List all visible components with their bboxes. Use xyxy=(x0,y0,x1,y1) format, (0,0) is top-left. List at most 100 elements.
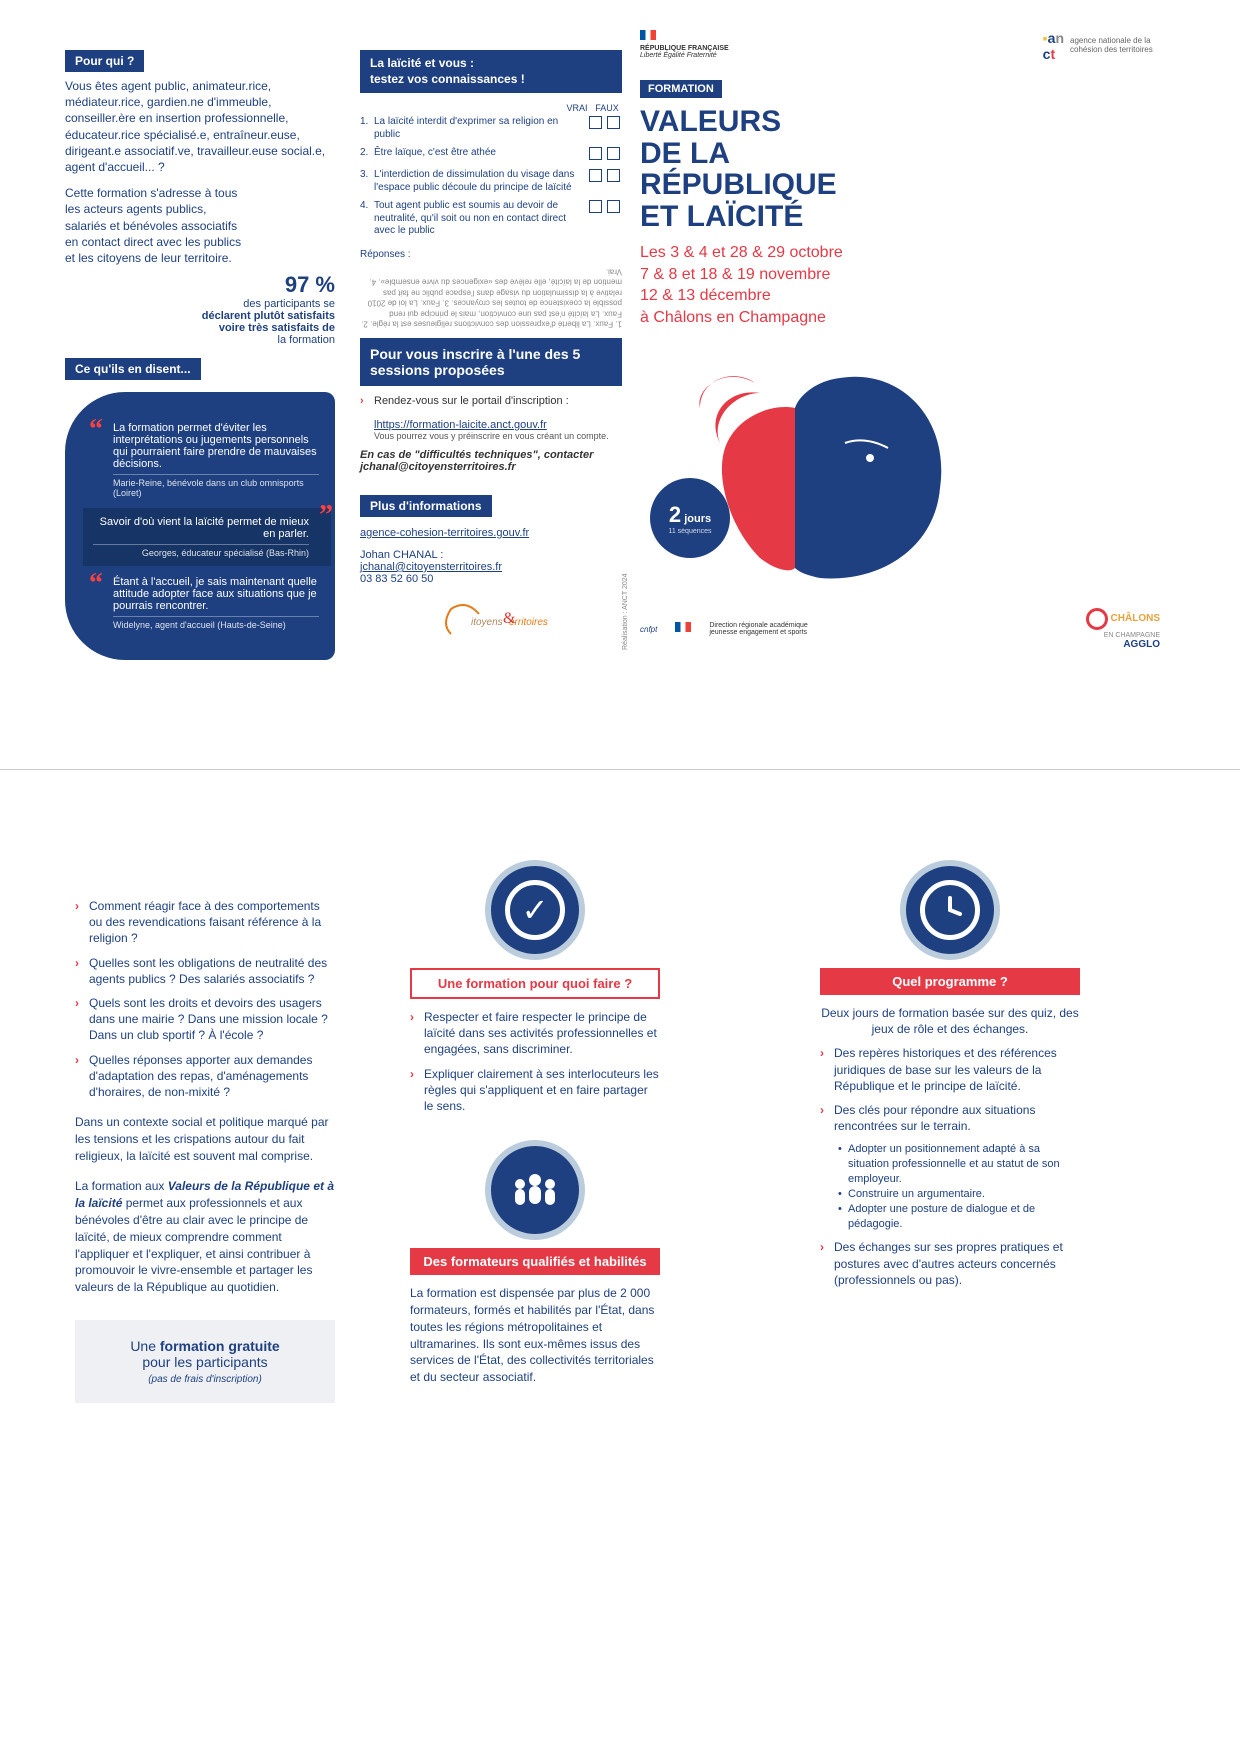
quote-2: Savoir d'où vient la laïcité permet de m… xyxy=(83,508,331,566)
checkbox-vrai[interactable] xyxy=(589,200,602,213)
formation-dates: Les 3 & 4 et 28 & 29 octobre 7 & 8 et 18… xyxy=(640,242,1160,328)
svg-text:itoyens: itoyens xyxy=(471,617,503,628)
clock-icon xyxy=(920,880,980,940)
checkbox-faux[interactable] xyxy=(607,116,620,129)
quiz-num: 4. xyxy=(360,200,374,238)
side-credit: Réalisation : ANCT 2024 xyxy=(622,573,629,650)
clock-circle-icon xyxy=(900,860,1000,960)
context-p1: Dans un contexte social et politique mar… xyxy=(75,1114,335,1164)
pour-qui-p1: Vous êtes agent public, animateur.rice, … xyxy=(65,78,335,175)
quiz-row: 2.Être laïque, c'est être athée xyxy=(360,144,622,166)
quote-icon: “ xyxy=(89,568,103,600)
context-p2: La formation aux Valeurs de la Républiqu… xyxy=(75,1178,335,1296)
quiz-header: VRAI FAUX xyxy=(360,103,622,113)
quiz-num: 2. xyxy=(360,147,374,163)
svg-text:&: & xyxy=(503,610,516,627)
bottom-right-column: Quel programme ? Deux jours de formation… xyxy=(820,860,1080,1296)
logo-drajes: Direction régionale académique jeunesse … xyxy=(709,622,829,636)
enroll-line1: Rendez-vous sur le portail d'inscription… xyxy=(360,394,622,409)
quote-1: “ La formation permet d'éviter les inter… xyxy=(95,422,319,498)
rooster-graphic: 2 jours 11 séquences xyxy=(640,348,1160,598)
quiz-text: L'interdiction de dissimulation du visag… xyxy=(374,169,586,194)
logo-prefet-icon xyxy=(675,622,691,637)
formateurs-text: La formation est dispensée par plus de 2… xyxy=(410,1285,660,1386)
bottom-left-column: Comment réagir face à des comportements … xyxy=(75,890,335,1403)
plus-info-url[interactable]: agence-cohesion-territoires.gouv.fr xyxy=(360,527,529,539)
quiz-num: 3. xyxy=(360,169,374,194)
quiz-row: 1.La laïcité interdit d'exprimer sa reli… xyxy=(360,113,622,144)
group-icon xyxy=(505,1160,565,1220)
pour-qui-p2: Cette formation s'adresse à tous les act… xyxy=(65,185,245,266)
quiz-list: 1.La laïcité interdit d'exprimer sa reli… xyxy=(360,113,622,241)
free-training-box: Une formation gratuite pour les particip… xyxy=(75,1320,335,1403)
pour-qui-tag: Pour qui ? xyxy=(65,50,144,72)
question-bullet: Quelles réponses apporter aux demandes d… xyxy=(75,1052,335,1101)
section-programme: Quel programme ? xyxy=(820,968,1080,995)
quiz-row: 4.Tout agent public est soumis au devoir… xyxy=(360,197,622,241)
checkbox-faux[interactable] xyxy=(607,169,620,182)
quiz-column: La laïcité et vous : testez vos connaiss… xyxy=(360,50,622,642)
answers-text-flipped: 1. Faux. La liberté d'expression des con… xyxy=(360,266,622,328)
formation-title: VALEURS DE LA RÉPUBLIQUE ET LAÏCITÉ xyxy=(640,106,1160,232)
plus-info-tag: Plus d'informations xyxy=(360,495,492,517)
logo-row-top: RÉPUBLIQUE FRANÇAISE Liberté Égalité Fra… xyxy=(640,30,1160,62)
quote-3: “ Étant à l'accueil, je sais maintenant … xyxy=(95,576,319,630)
agglo-ring-icon xyxy=(1086,608,1108,630)
programme-bullet: Des clés pour répondre aux situations re… xyxy=(820,1102,1080,1134)
stat-value: 97 % xyxy=(285,272,335,297)
contact-name: Johan CHANAL : xyxy=(360,549,622,561)
question-bullet: Comment réagir face à des comportements … xyxy=(75,898,335,947)
contact-tel: 03 83 52 60 50 xyxy=(360,573,433,585)
checkmark-icon: ✓ xyxy=(505,880,565,940)
formation-tag: FORMATION xyxy=(640,80,722,98)
question-bullet: Quels sont les droits et devoirs des usa… xyxy=(75,995,335,1044)
quiz-tag: La laïcité et vous : testez vos connaiss… xyxy=(360,50,622,93)
quiz-text: La laïcité interdit d'exprimer sa religi… xyxy=(374,116,586,141)
programme-bullet: Des repères historiques et des référence… xyxy=(820,1045,1080,1094)
checkbox-vrai[interactable] xyxy=(589,116,602,129)
satisfaction-stat: 97 % des participants se déclarent plutô… xyxy=(65,272,335,346)
formation-panel: RÉPUBLIQUE FRANÇAISE Liberté Égalité Fra… xyxy=(640,30,1160,650)
checkmark-circle-icon: ✓ xyxy=(485,860,585,960)
pourquoi-bullet: Respecter et faire respecter le principe… xyxy=(410,1009,660,1058)
checkbox-vrai[interactable] xyxy=(589,147,602,160)
programme-sub-bullet: Adopter une posture de dialogue et de pé… xyxy=(838,1202,1080,1232)
logo-row-bottom: cnfpt Direction régionale académique jeu… xyxy=(640,608,1160,650)
enroll-url[interactable]: lhttps://formation-laicite.anct.gouv.fr xyxy=(374,419,547,431)
checkbox-faux[interactable] xyxy=(607,147,620,160)
citoyens-territoires-logo: itoyens erritoires & xyxy=(360,599,622,642)
programme-intro: Deux jours de formation basée sur des qu… xyxy=(820,1005,1080,1037)
section-formation-pourquoi: Une formation pour quoi faire ? xyxy=(410,968,660,999)
quote-icon: “ xyxy=(89,414,103,446)
logo-anct: ▪anct agence nationale de la cohésion de… xyxy=(1043,30,1160,62)
quotes-block: “ La formation permet d'éviter les inter… xyxy=(65,392,335,660)
enroll-heading: Pour vous inscrire à l'une des 5 session… xyxy=(360,338,622,386)
pourquoi-bullet: Expliquer clairement à ses interlocuteur… xyxy=(410,1066,660,1115)
quiz-text: Tout agent public est soumis au devoir d… xyxy=(374,200,586,238)
group-circle-icon xyxy=(485,1140,585,1240)
programme-bullet-last: Des échanges sur ses propres pratiques e… xyxy=(820,1239,1080,1288)
pour-qui-column: Pour qui ? Vous êtes agent public, anima… xyxy=(65,50,335,660)
quiz-num: 1. xyxy=(360,116,374,141)
bottom-mid-column: ✓ Une formation pour quoi faire ? Respec… xyxy=(410,860,660,1392)
badge-2-jours: 2 jours 11 séquences xyxy=(650,478,730,558)
bottom-panel: Comment réagir face à des comportements … xyxy=(0,770,1240,1755)
top-panel: Pour qui ? Vous êtes agent public, anima… xyxy=(0,0,1240,770)
enroll-block: Rendez-vous sur le portail d'inscription… xyxy=(360,394,622,473)
enroll-line2: Vous pourrez vous y préinscrire en vous … xyxy=(374,431,622,441)
logo-republique-francaise: RÉPUBLIQUE FRANÇAISE Liberté Égalité Fra… xyxy=(640,30,729,60)
programme-sub-bullet: Construire un argumentaire. xyxy=(838,1187,1080,1202)
enroll-line3: En cas de "difficultés techniques", cont… xyxy=(360,449,622,473)
ce-quils-disent-tag: Ce qu'ils en disent... xyxy=(65,358,201,380)
checkbox-faux[interactable] xyxy=(607,200,620,213)
france-flag-icon xyxy=(640,30,656,40)
section-formateurs: Des formateurs qualifiés et habilités xyxy=(410,1248,660,1275)
answers-label: Réponses : xyxy=(360,249,622,260)
quiz-text: Être laïque, c'est être athée xyxy=(374,147,586,163)
quote-icon: ” xyxy=(319,500,333,532)
checkbox-vrai[interactable] xyxy=(589,169,602,182)
contact-email[interactable]: jchanal@citoyensterritoires.fr xyxy=(360,561,502,573)
anct-badge-icon: ▪anct xyxy=(1043,30,1064,62)
question-bullet: Quelles sont les obligations de neutrali… xyxy=(75,955,335,987)
programme-sub-bullet: Adopter un positionnement adapté à sa si… xyxy=(838,1142,1080,1187)
